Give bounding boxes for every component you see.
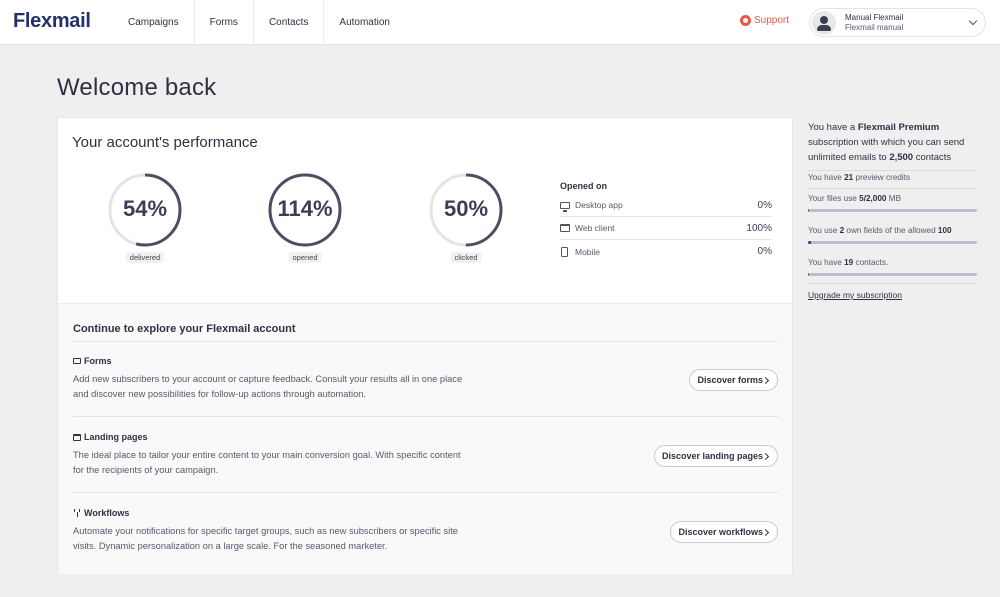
row-text: You have	[808, 173, 845, 182]
explore-title: Continue to explore your Flexmail accoun…	[73, 323, 296, 335]
opened-on-panel: Opened on Desktop app 0% Web client 100%…	[560, 181, 772, 263]
user-name: Manual Flexmail	[845, 12, 904, 22]
nav-automation[interactable]: Automation	[339, 17, 390, 28]
fields-allowed: 100	[937, 226, 952, 235]
opened-value: 114%	[277, 196, 333, 221]
opened-row-desktop: Desktop app 0%	[560, 194, 772, 217]
desktop-icon	[560, 201, 570, 212]
page-title: Welcome back	[57, 74, 217, 101]
discover-landing-pages-button[interactable]: Discover landing pages	[653, 445, 778, 467]
intro-text: subscription with which you can send unl…	[808, 137, 965, 163]
support-label: Support	[754, 15, 790, 26]
nav-contacts[interactable]: Contacts	[254, 0, 325, 45]
top-navigation-bar: Flexmail Campaigns Forms Contacts Automa…	[0, 0, 1000, 45]
explore-section: Continue to explore your Flexmail accoun…	[58, 303, 792, 574]
lifebuoy-icon	[740, 15, 751, 26]
performance-card: Your account's performance 54% delivered…	[57, 117, 793, 574]
feature-forms: Forms Add new subscribers to your accoun…	[73, 342, 778, 417]
progress-fill	[808, 241, 812, 244]
contact-usage-bar	[808, 273, 977, 276]
nav-campaigns[interactable]: Campaigns	[113, 0, 195, 45]
plan-name: Flexmail Premium	[857, 122, 940, 133]
user-avatar-icon	[812, 10, 836, 35]
nav-forms[interactable]: Forms	[195, 0, 254, 45]
clicked-value: 50%	[443, 196, 489, 221]
subscription-sidebar: You have a Flexmail Premium subscription…	[794, 110, 1000, 597]
mobile-icon	[561, 246, 568, 257]
performance-title: Your account's performance	[72, 134, 258, 151]
row-text: preview credits	[853, 173, 911, 182]
clicked-ring	[429, 173, 503, 247]
opened-row-web: Web client 100%	[560, 217, 772, 240]
browser-window-icon	[560, 224, 570, 232]
field-usage: You use 2 own fields of the allowed 100	[808, 226, 977, 235]
opened-row-mobile: Mobile 0%	[560, 240, 772, 263]
contact-limit: 2,500	[889, 152, 914, 163]
row-text: own fields of the allowed	[844, 226, 938, 235]
divider	[808, 170, 977, 171]
delivered-value: 54%	[122, 196, 168, 221]
opened-row-value: 0%	[757, 199, 772, 211]
feature-description: Automate your notifications for specific…	[73, 526, 458, 551]
delivered-label: delivered	[125, 252, 165, 263]
gauge-clicked: 50% clicked	[429, 173, 503, 265]
preview-credit-count: 21	[844, 173, 854, 182]
feature-description: The ideal place to tailor your entire co…	[73, 450, 461, 475]
field-usage-bar	[808, 241, 977, 244]
opened-label: opened	[288, 252, 322, 263]
fields-used: 2	[839, 226, 845, 235]
progress-fill	[808, 209, 809, 212]
opened-row-label: Mobile	[575, 246, 601, 257]
divider	[808, 188, 977, 189]
row-text: MB	[886, 194, 902, 203]
workflow-icon	[73, 509, 81, 517]
intro-text: contacts	[913, 152, 952, 163]
clicked-label: clicked	[450, 252, 482, 263]
support-link[interactable]: Support	[740, 15, 789, 26]
subscription-summary: You have a Flexmail Premium subscription…	[808, 120, 988, 165]
user-menu[interactable]: Manual Flexmail Flexmail manual	[809, 8, 986, 37]
opened-ring	[268, 173, 342, 247]
delivered-ring	[108, 173, 182, 247]
discover-forms-button[interactable]: Discover forms	[689, 369, 778, 391]
gauge-opened: 114% opened	[268, 173, 342, 265]
feature-title: Landing pages	[84, 432, 148, 442]
row-text: You have	[808, 258, 845, 267]
progress-fill	[808, 273, 810, 276]
main-nav: Campaigns Forms Contacts Automation	[113, 0, 405, 45]
form-icon	[73, 358, 81, 364]
preview-credits: You have 21 preview credits	[808, 173, 977, 182]
row-text: contacts.	[853, 258, 889, 267]
opened-row-value: 100%	[746, 222, 772, 234]
feature-title: Forms	[84, 356, 112, 366]
feature-title: Workflows	[84, 508, 130, 518]
opened-row-label: Desktop app	[575, 200, 623, 210]
gauge-delivered: 54% delivered	[108, 173, 182, 265]
row-text: Your files use	[808, 194, 860, 203]
file-usage: Your files use 5/2,000 MB	[808, 194, 977, 203]
upgrade-subscription-link[interactable]: Upgrade my subscription	[808, 290, 903, 300]
row-text: You use	[808, 226, 840, 235]
landing-page-icon	[73, 433, 81, 441]
chevron-down-icon	[968, 16, 978, 26]
feature-workflows: Workflows Automate your notifications fo…	[73, 494, 778, 569]
file-usage-bar	[808, 209, 977, 212]
file-usage-amount: 5/2,000	[859, 194, 887, 203]
feature-landing-pages: Landing pages The ideal place to tailor …	[73, 418, 778, 493]
contact-usage: You have 19 contacts.	[808, 258, 977, 267]
flexmail-logo[interactable]: Flexmail	[13, 10, 91, 32]
contact-count: 19	[844, 258, 854, 267]
user-account: Flexmail manual	[845, 22, 904, 32]
discover-workflows-button[interactable]: Discover workflows	[670, 521, 778, 543]
intro-text: You have a	[808, 122, 858, 133]
opened-on-title: Opened on	[560, 181, 607, 191]
divider	[808, 283, 977, 284]
divider	[73, 341, 778, 342]
feature-description: Add new subscribers to your account or c…	[73, 374, 463, 399]
opened-row-label: Web client	[575, 223, 615, 233]
opened-row-value: 0%	[757, 246, 772, 257]
